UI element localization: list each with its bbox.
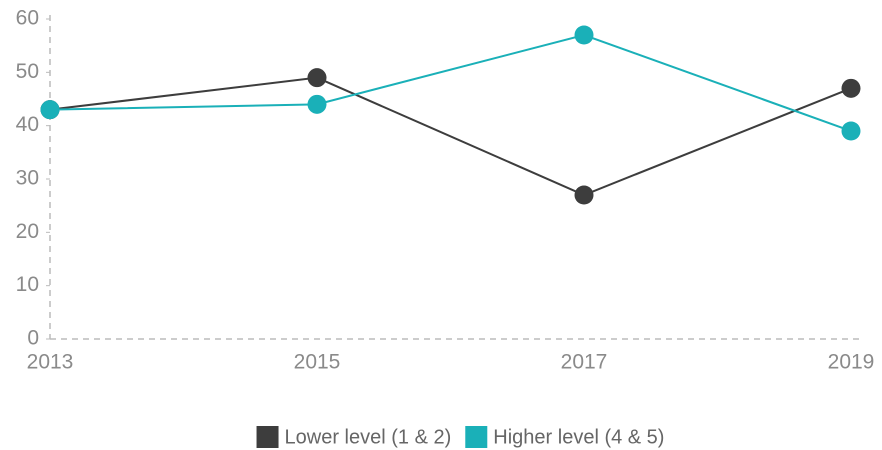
- data-point: [40, 100, 60, 120]
- data-point: [307, 94, 327, 114]
- data-point: [307, 68, 327, 88]
- y-tick-label: 20: [16, 220, 39, 243]
- y-tick-label: 50: [16, 60, 39, 83]
- x-tick-label: 2013: [27, 351, 74, 374]
- x-tick-label: 2017: [561, 351, 608, 374]
- y-tick-label: 60: [16, 7, 39, 30]
- legend-item: Lower level (1 & 2): [256, 426, 452, 448]
- y-tick-label: 30: [16, 167, 39, 190]
- x-tick-label: 2019: [828, 351, 875, 374]
- data-point: [574, 185, 594, 205]
- legend: Lower level (1 & 2) Higher level (4 & 5): [256, 426, 664, 448]
- x-tick-label: 2015: [294, 351, 341, 374]
- legend-label: Higher level (4 & 5): [493, 426, 664, 448]
- y-tick-label: 0: [27, 327, 39, 350]
- y-tick-label: 40: [16, 113, 39, 136]
- legend-item: Higher level (4 & 5): [465, 426, 664, 448]
- series-line: [49, 33, 852, 132]
- legend-swatch: [465, 426, 488, 448]
- data-point: [574, 25, 594, 45]
- data-point: [841, 121, 861, 141]
- data-point: [841, 78, 861, 98]
- y-tick-label: 10: [16, 273, 39, 296]
- legend-swatch: [256, 426, 279, 448]
- legend-label: Lower level (1 & 2): [285, 426, 452, 448]
- series-line: [49, 76, 852, 197]
